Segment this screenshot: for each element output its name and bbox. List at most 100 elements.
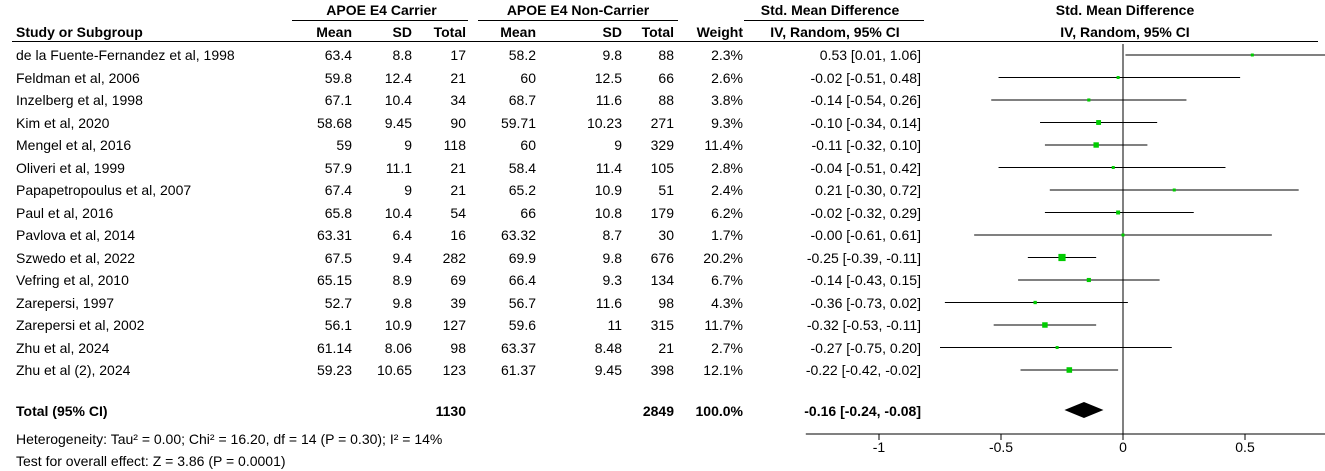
noncarrier-mean: 58.2 [508, 47, 536, 63]
carrier-sd: 8.8 [392, 47, 412, 63]
noncarrier-total: 66 [658, 69, 674, 86]
carrier-mean: 56.1 [324, 317, 352, 333]
x-tick-label: -0.5 [989, 439, 1013, 455]
noncarrier-total: 30 [658, 227, 674, 243]
noncarrier-mean: 56.7 [508, 294, 536, 311]
carrier-sd: 10.4 [384, 204, 412, 221]
noncarrier-sd: 9.45 [594, 362, 622, 378]
noncarrier-total: 134 [650, 272, 674, 288]
carrier-total: 118 [443, 137, 466, 153]
noncarrier-mean: 59.6 [508, 317, 536, 333]
study-weight: 6.7% [711, 272, 743, 288]
study-ci: 0.21 [-0.30, 0.72] [815, 182, 921, 198]
carrier-mean: 59.23 [316, 362, 352, 378]
noncarrier-mean: 65.2 [508, 182, 536, 198]
total-weight: 100.0% [695, 403, 743, 419]
noncarrier-sd: 10.8 [594, 204, 622, 221]
noncarrier-mean: 60 [520, 69, 536, 86]
effect-subheader: IV, Random, 95% CI [770, 24, 900, 40]
noncarrier-mean: 69.9 [508, 249, 536, 266]
carrier-total: 21 [450, 182, 466, 198]
carrier-total: 90 [450, 114, 466, 131]
carrier-sd: 6.4 [392, 227, 412, 243]
carrier-mean: 65.15 [316, 272, 352, 288]
carrier-sd: 12.4 [384, 69, 412, 86]
noncarrier-sd: 9.3 [602, 272, 622, 288]
study-column-header: Study or Subgroup [16, 24, 143, 40]
carrier-sd: 9.8 [392, 294, 412, 311]
noncarrier-total: 51 [658, 182, 674, 198]
study-name: Mengel et al, 2016 [16, 137, 132, 153]
study-ci: -0.02 [-0.51, 0.48] [810, 69, 921, 86]
study-point-estimate [1086, 277, 1091, 283]
carrier-total: 21 [450, 69, 466, 86]
study-ci: -0.11 [-0.32, 0.10] [811, 137, 921, 153]
group2-header: APOE E4 Non-Carrier [506, 2, 650, 18]
noncarrier-total: 21 [658, 339, 674, 356]
noncarrier-mean: 58.4 [508, 159, 536, 176]
study-name: de la Fuente-Fernandez et al, 1998 [16, 47, 235, 63]
carrier-total: 282 [442, 249, 466, 266]
total1-header: Total [433, 24, 466, 40]
carrier-total: 127 [442, 317, 466, 333]
total2-header: Total [641, 24, 674, 40]
study-weight: 2.7% [711, 339, 743, 356]
study-ci: -0.02 [-0.32, 0.29] [810, 204, 921, 221]
carrier-sd: 11.1 [385, 159, 412, 176]
carrier-sd: 9.4 [392, 249, 412, 266]
study-name: Zhu et al, 2024 [16, 339, 110, 356]
carrier-mean: 57.9 [324, 159, 352, 176]
mean1-header: Mean [316, 24, 352, 40]
total-label: Total (95% CI) [16, 403, 108, 419]
study-name: Kim et al, 2020 [16, 114, 110, 131]
noncarrier-total: 676 [650, 249, 674, 266]
noncarrier-mean: 63.32 [500, 227, 536, 243]
study-weight: 11.4% [704, 137, 743, 153]
group2-underline [478, 20, 678, 21]
carrier-mean: 59 [336, 137, 352, 153]
carrier-mean: 58.68 [316, 114, 352, 131]
study-weight: 20.2% [703, 249, 743, 266]
noncarrier-sd: 10.9 [594, 182, 622, 198]
carrier-mean: 61.14 [316, 339, 352, 356]
study-point-estimate [1116, 210, 1121, 215]
x-tick-label: 0 [1119, 439, 1127, 455]
study-ci: -0.14 [-0.43, 0.15] [810, 272, 921, 288]
total-ci: -0.16 [-0.24, -0.08] [804, 403, 921, 419]
effect-header: Std. Mean Difference [760, 2, 900, 18]
noncarrier-sd: 9.8 [602, 47, 622, 63]
noncarrier-sd: 10.23 [586, 114, 622, 131]
carrier-sd: 10.9 [384, 317, 412, 333]
noncarrier-sd: 8.48 [594, 339, 622, 356]
carrier-total: 16 [450, 227, 466, 243]
carrier-sd: 8.06 [384, 339, 412, 356]
study-weight: 4.3% [711, 294, 743, 311]
group1-header: APOE E4 Carrier [326, 2, 437, 18]
noncarrier-total: 88 [658, 47, 674, 63]
carrier-total: 17 [450, 47, 466, 63]
study-point-estimate [1250, 53, 1254, 57]
study-name: Inzelberg et al, 1998 [16, 92, 143, 108]
study-name: Pavlova et al, 2014 [16, 227, 136, 243]
study-name: Szwedo et al, 2022 [16, 249, 136, 266]
study-point-estimate [1172, 188, 1176, 192]
noncarrier-total: 398 [650, 362, 674, 378]
study-ci: -0.00 [-0.61, 0.61] [810, 227, 921, 243]
study-ci: -0.27 [-0.75, 0.20] [810, 339, 921, 356]
noncarrier-sd: 9.8 [602, 249, 622, 266]
noncarrier-total: 271 [650, 114, 674, 131]
study-name: Vefring et al, 2010 [16, 272, 129, 288]
study-point-estimate [1096, 120, 1102, 125]
noncarrier-sd: 8.7 [602, 227, 622, 243]
carrier-mean: 65.8 [324, 204, 352, 221]
noncarrier-mean: 66.4 [508, 272, 536, 288]
noncarrier-sd: 9 [614, 137, 622, 153]
study-weight: 6.2% [711, 204, 743, 221]
noncarrier-mean: 68.7 [508, 92, 536, 108]
study-point-estimate [1093, 142, 1099, 148]
carrier-sd: 8.9 [392, 272, 412, 288]
carrier-total: 54 [450, 204, 466, 221]
mean2-header: Mean [500, 24, 536, 40]
study-weight: 2.4% [711, 182, 743, 198]
